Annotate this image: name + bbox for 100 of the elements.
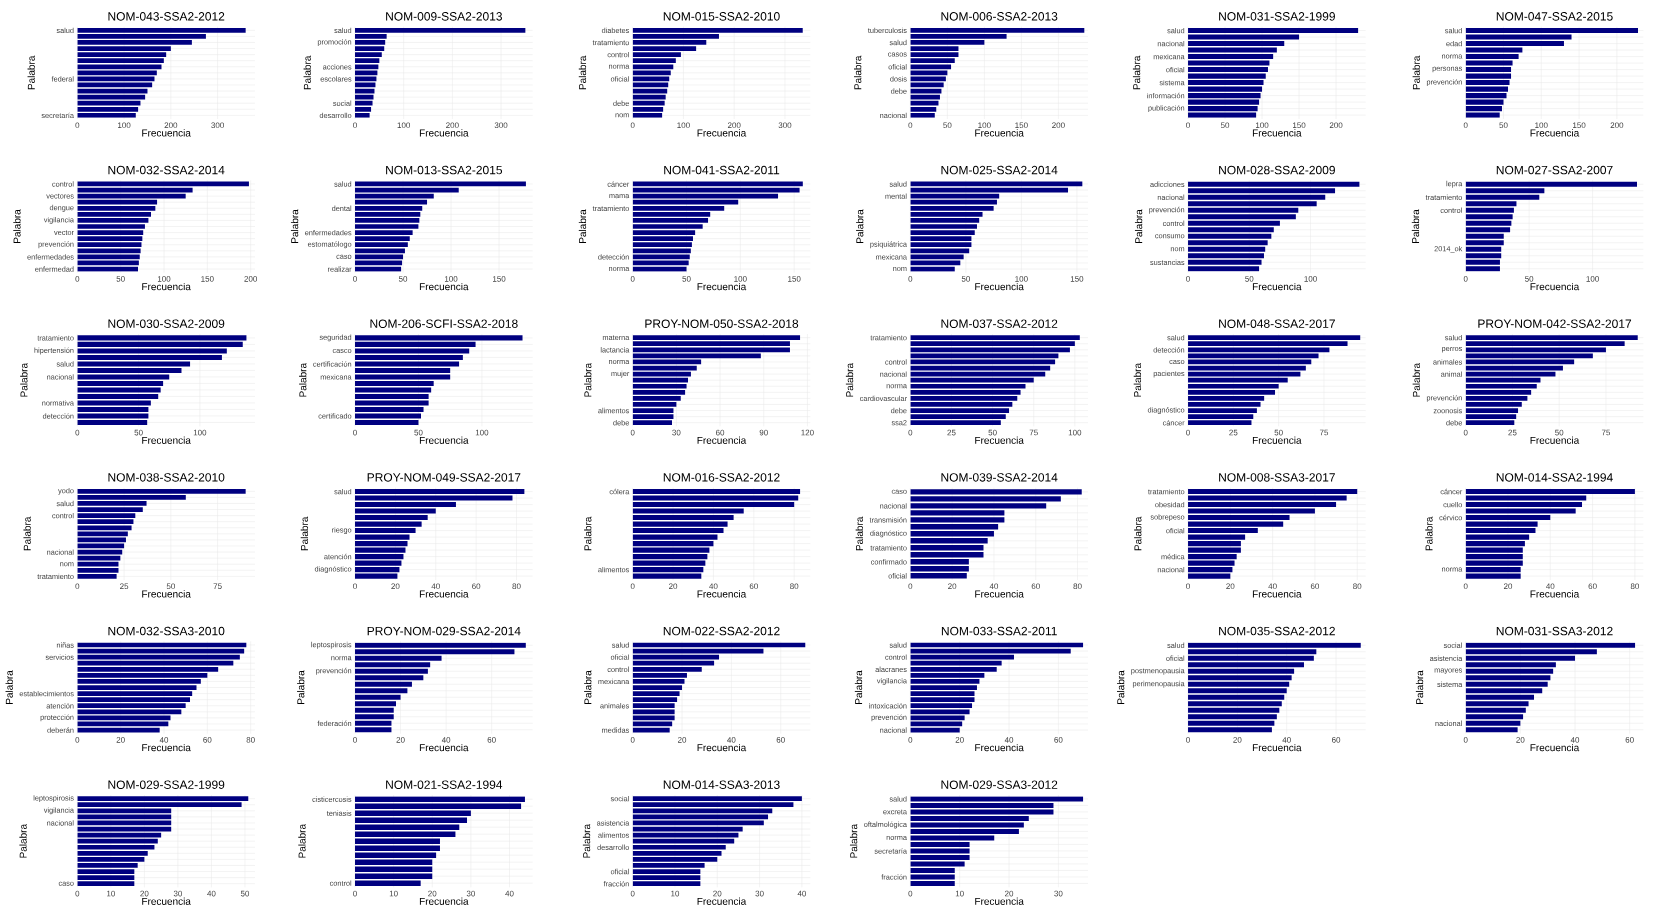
bar bbox=[1188, 489, 1358, 495]
y-axis-title: Palabra bbox=[584, 516, 592, 551]
chart-title: NOM-015-SSA2-2010 bbox=[663, 12, 780, 21]
chart-title: PROY-NOM-042-SSA2-2017 bbox=[1478, 319, 1632, 328]
x-axis-title: Frecuencia bbox=[142, 282, 191, 291]
x-tick-label: 100 bbox=[193, 429, 207, 436]
x-tick-label: 40 bbox=[159, 737, 169, 743]
x-tick-label: 40 bbox=[1282, 737, 1291, 743]
x-tick-label: 80 bbox=[246, 737, 255, 743]
x-tick-label: 50 bbox=[988, 429, 997, 436]
x-tick-label: 100 bbox=[444, 276, 458, 282]
y-axis-title: Palabra bbox=[13, 209, 21, 243]
x-tick-label: 100 bbox=[1304, 276, 1317, 282]
x-tick-label: 0 bbox=[353, 276, 357, 282]
x-tick-label: 20 bbox=[669, 583, 678, 590]
x-tick-label: 0 bbox=[630, 429, 635, 436]
x-tick-label: 20 bbox=[713, 890, 722, 897]
x-axis-title: Frecuencia bbox=[975, 282, 1024, 291]
x-axis-title: Frecuencia bbox=[142, 436, 191, 444]
x-tick-label: 30 bbox=[755, 890, 764, 897]
x-tick-label: 50 bbox=[1555, 429, 1564, 436]
x-axis-title: Frecuencia bbox=[1530, 129, 1580, 137]
chart-title: PROY-NOM-050-SSA2-2018 bbox=[645, 319, 799, 328]
x-tick-label: 10 bbox=[107, 890, 115, 897]
x-axis-title: Frecuencia bbox=[1252, 743, 1302, 752]
chart-title: NOM-206-SCFI-SSA2-2018 bbox=[370, 319, 518, 328]
x-tick-label: 0 bbox=[908, 583, 913, 590]
x-tick-label: 0 bbox=[630, 737, 635, 743]
chart-title: NOM-008-SSA3-2017 bbox=[1219, 473, 1335, 482]
y-axis-title: Palabra bbox=[854, 670, 863, 704]
chart-title: NOM-014-SSA2-1994 bbox=[1496, 473, 1613, 482]
x-axis-title: Frecuencia bbox=[419, 743, 469, 752]
bar bbox=[77, 335, 247, 341]
x-tick-label: 0 bbox=[908, 122, 913, 129]
bar bbox=[910, 880, 955, 886]
x-tick-label: 60 bbox=[716, 429, 725, 436]
chart-title: NOM-039-SSA2-2014 bbox=[941, 473, 1058, 482]
x-tick-label: 20 bbox=[677, 737, 687, 743]
x-tick-label: 40 bbox=[1570, 737, 1580, 743]
x-tick-label: 0 bbox=[908, 429, 913, 436]
x-tick-label: 60 bbox=[776, 737, 785, 743]
x-tick-label: 40 bbox=[1268, 583, 1277, 590]
chart-title: NOM-022-SSA2-2012 bbox=[663, 626, 780, 636]
y-axis-title: Palabra bbox=[1134, 516, 1142, 551]
x-axis-title: Frecuencia bbox=[1252, 282, 1302, 291]
x-axis-title: Frecuencia bbox=[419, 590, 469, 598]
bar bbox=[1465, 489, 1635, 495]
chart-title: NOM-029-SSA2-1999 bbox=[108, 780, 225, 789]
x-tick-label: 60 bbox=[1054, 737, 1063, 743]
chart-title: NOM-016-SSA2-2012 bbox=[663, 473, 780, 482]
x-tick-label: 0 bbox=[75, 276, 80, 282]
x-tick-label: 100 bbox=[1535, 122, 1548, 129]
y-axis-title: Palabra bbox=[584, 362, 592, 397]
x-tick-label: 50 bbox=[240, 890, 250, 897]
x-axis-title: Frecuencia bbox=[1530, 282, 1580, 291]
bar bbox=[1188, 28, 1359, 34]
x-tick-label: 0 bbox=[353, 122, 357, 129]
x-tick-label: 0 bbox=[1463, 737, 1468, 743]
x-tick-label: 80 bbox=[1353, 583, 1362, 590]
x-tick-label: 200 bbox=[164, 122, 178, 129]
x-tick-label: 100 bbox=[475, 429, 489, 436]
x-axis-title: Frecuencia bbox=[1530, 743, 1580, 752]
bar bbox=[1465, 28, 1639, 34]
chart-title: NOM-041-SSA2-2011 bbox=[664, 165, 780, 175]
chart-title: PROY-NOM-029-SSA2-2014 bbox=[367, 626, 521, 636]
x-tick-label: 40 bbox=[797, 890, 807, 897]
x-tick-label: 0 bbox=[630, 890, 635, 897]
y-axis-title: Palabra bbox=[1411, 209, 1420, 243]
x-tick-label: 60 bbox=[203, 737, 212, 743]
x-tick-label: 50 bbox=[166, 583, 175, 590]
x-tick-label: 0 bbox=[353, 890, 357, 897]
x-tick-label: 20 bbox=[396, 737, 405, 743]
chart-title: NOM-033-SSA2-2011 bbox=[941, 626, 1057, 636]
x-tick-label: 300 bbox=[778, 122, 792, 129]
x-tick-label: 0 bbox=[1463, 122, 1468, 129]
x-tick-label: 20 bbox=[1233, 737, 1242, 743]
chart-title: NOM-027-SSA2-2007 bbox=[1496, 165, 1613, 175]
chart-title: NOM-006-SSA2-2013 bbox=[941, 12, 1058, 21]
x-tick-label: 200 bbox=[1610, 122, 1624, 129]
x-tick-label: 50 bbox=[398, 276, 408, 282]
x-tick-label: 20 bbox=[1516, 737, 1525, 743]
x-tick-label: 30 bbox=[466, 890, 476, 897]
x-tick-label: 20 bbox=[428, 890, 437, 897]
x-tick-label: 40 bbox=[989, 583, 999, 590]
x-tick-label: 50 bbox=[134, 429, 143, 436]
x-axis-title: Frecuencia bbox=[1252, 590, 1302, 598]
chart-title: NOM-021-SSA2-1994 bbox=[386, 780, 503, 789]
x-tick-label: 200 bbox=[727, 122, 741, 129]
y-axis-title: Palabra bbox=[298, 823, 306, 858]
x-tick-label: 60 bbox=[1625, 737, 1634, 743]
x-tick-label: 0 bbox=[1186, 429, 1190, 436]
y-axis-title: Palabra bbox=[23, 516, 31, 551]
x-tick-label: 40 bbox=[1004, 737, 1014, 743]
x-tick-label: 60 bbox=[1310, 583, 1320, 590]
bar bbox=[632, 573, 702, 579]
x-tick-label: 0 bbox=[1186, 122, 1190, 129]
x-axis-title: Frecuencia bbox=[142, 129, 191, 137]
x-axis-title: Frecuencia bbox=[697, 590, 747, 598]
y-axis-title: Palabra bbox=[578, 55, 587, 90]
x-axis-title: Frecuencia bbox=[142, 897, 191, 905]
